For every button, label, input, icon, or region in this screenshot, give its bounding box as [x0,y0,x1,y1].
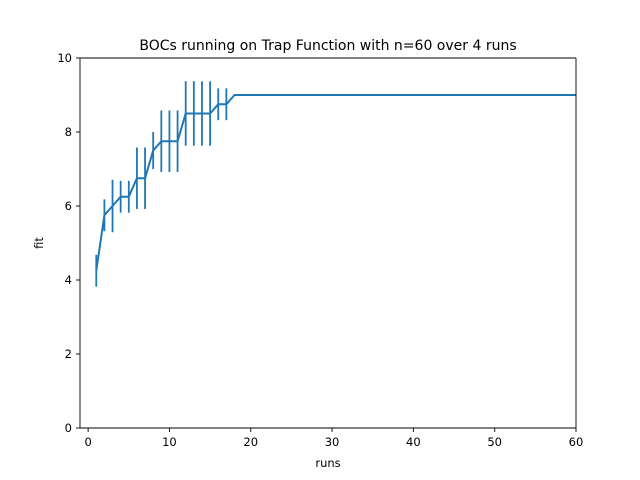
y-tick-label: 4 [65,273,72,287]
y-tick-label: 8 [65,125,72,139]
y-axis-ticks: 0 2 4 6 8 10 [57,51,80,435]
y-tick-label: 10 [57,51,72,65]
x-tick-label: 10 [162,435,177,449]
x-tick-label: 50 [487,435,502,449]
chart-title: BOCs running on Trap Function with n=60 … [139,38,516,54]
plot-area [80,58,576,428]
y-tick-label: 0 [65,421,72,435]
x-axis-ticks: 0 10 20 30 40 50 60 [84,428,583,449]
x-axis-label: runs [315,456,340,470]
series-line [95,94,576,271]
x-tick-label: 60 [569,435,584,449]
y-tick-label: 2 [65,347,72,361]
x-tick-label: 20 [243,435,258,449]
x-tick-label: 30 [325,435,340,449]
y-tick-label: 6 [65,199,72,213]
y-axis-label: fit [32,237,46,249]
x-tick-label: 40 [406,435,421,449]
x-tick-label: 0 [84,435,91,449]
